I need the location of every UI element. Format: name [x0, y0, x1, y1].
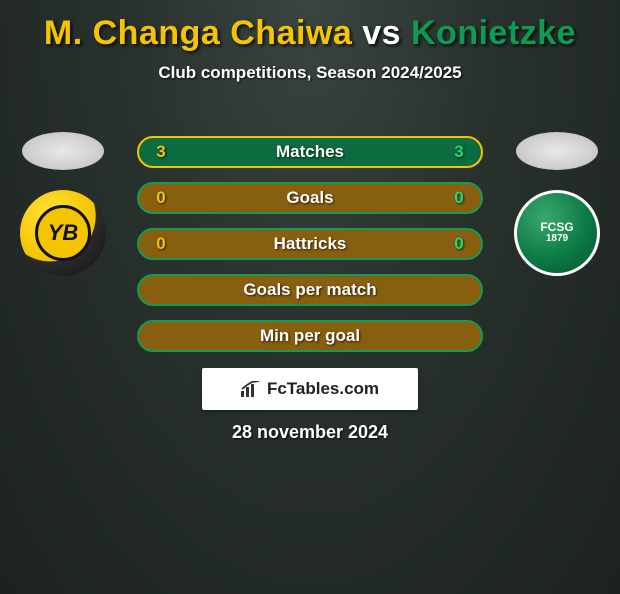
- player-right-column: FCSG 1879: [514, 132, 600, 276]
- player-left-column: YB: [20, 132, 106, 276]
- club-badge-right: FCSG 1879: [514, 190, 600, 276]
- page-title: M. Changa Chaiwa vs Konietzke: [0, 14, 620, 53]
- title-player1: M. Changa Chaiwa: [44, 14, 352, 52]
- player-left-photo: [22, 132, 104, 170]
- stat-row: 0Hattricks0: [137, 228, 483, 260]
- subtitle: Club competitions, Season 2024/2025: [0, 63, 620, 83]
- club-badge-right-text: FCSG 1879: [528, 204, 586, 262]
- stat-value-p1: 0: [153, 188, 169, 208]
- stat-row: Goals per match: [137, 274, 483, 306]
- stat-label: Matches: [169, 142, 451, 162]
- stat-label: Goals: [169, 188, 451, 208]
- badge-right-line2: 1879: [546, 234, 568, 245]
- stat-label: Min per goal: [169, 326, 451, 346]
- footer-brand-badge: FcTables.com: [202, 368, 418, 410]
- stat-rows-container: 3Matches30Goals00Hattricks0Goals per mat…: [137, 136, 483, 352]
- chart-icon: [241, 381, 261, 397]
- stat-row: Min per goal: [137, 320, 483, 352]
- stat-value-p2: 3: [451, 142, 467, 162]
- footer-brand-text: FcTables.com: [267, 379, 379, 399]
- stat-row: 3Matches3: [137, 136, 483, 168]
- club-badge-left-text: YB: [35, 205, 91, 261]
- title-player2: Konietzke: [411, 14, 576, 52]
- stat-value-p1: 0: [153, 234, 169, 254]
- stat-label: Hattricks: [169, 234, 451, 254]
- stat-row: 0Goals0: [137, 182, 483, 214]
- date-line: 28 november 2024: [0, 422, 620, 443]
- stat-label: Goals per match: [169, 280, 451, 300]
- stat-value-p2: 0: [451, 234, 467, 254]
- club-badge-left: YB: [20, 190, 106, 276]
- stat-value-p1: 3: [153, 142, 169, 162]
- player-right-photo: [516, 132, 598, 170]
- stat-value-p2: 0: [451, 188, 467, 208]
- title-vs: vs: [362, 14, 411, 52]
